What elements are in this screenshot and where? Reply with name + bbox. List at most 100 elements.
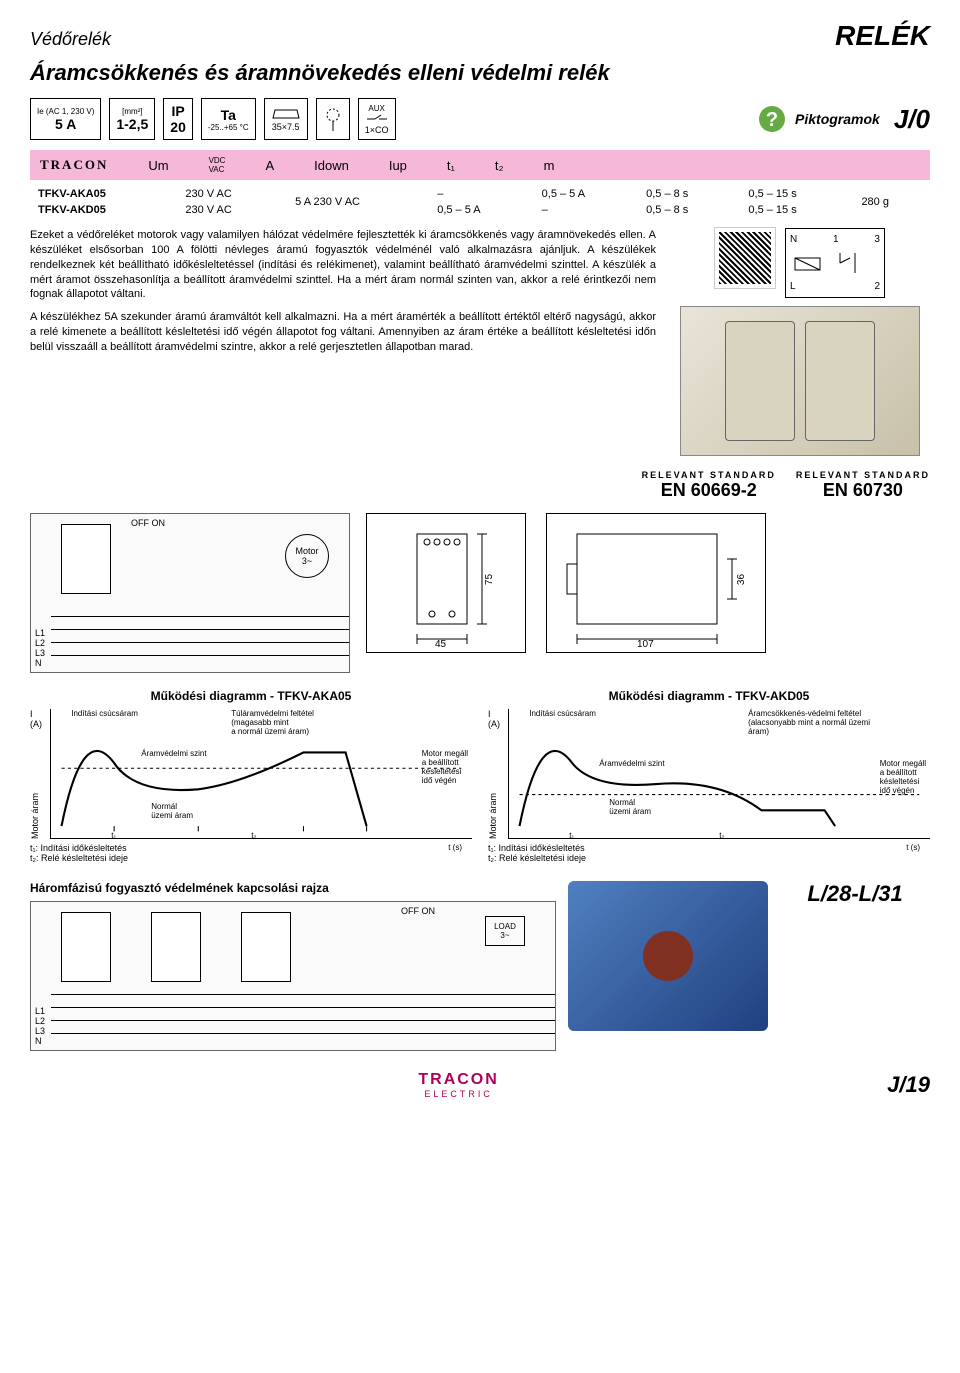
- ct-hole: [643, 931, 693, 981]
- xlabel: t (s): [448, 843, 462, 852]
- ct-photo: [568, 881, 768, 1031]
- label-peak: Indítási csúcsáram: [71, 709, 138, 718]
- pictogram-label: Piktogramok: [795, 111, 880, 127]
- line-l2: L2: [35, 638, 45, 648]
- footer-brand: TRACON: [418, 1071, 498, 1089]
- sym-t2: t₂: [495, 158, 504, 173]
- brand-logo: TRACON: [40, 157, 108, 173]
- sym-iup: Iup: [389, 158, 407, 173]
- question-icon: ?: [757, 104, 787, 134]
- schematic-n: N: [790, 234, 797, 245]
- relay-symbol-icon: [790, 248, 880, 278]
- dimension-side: 107 36: [546, 513, 766, 653]
- cell: 0,5 – 5 A: [534, 186, 638, 202]
- cell: TFKV-AKA05: [30, 186, 177, 202]
- picto-dim-val: 35×7.5: [272, 122, 300, 132]
- page-title: Áramcsökkenés és áramnövekedés elleni vé…: [30, 60, 930, 86]
- picto-mm-label: [mm²]: [122, 107, 142, 116]
- dim-drawing-side-icon: [547, 514, 767, 654]
- label-level: Áramvédelmi szint: [599, 759, 664, 768]
- picto-mm-val: 1-2,5: [116, 116, 148, 132]
- line-n: N: [35, 658, 45, 668]
- standard-1: RELEVANT STANDARD EN 60669-2: [642, 470, 776, 501]
- description-text: Ezeket a védőreléket motorok vagy valami…: [30, 228, 656, 456]
- standard-label: RELEVANT STANDARD: [796, 470, 930, 480]
- label-t1: t₁: [569, 831, 574, 840]
- para-2: A készülékhez 5A szekunder áramú áramvál…: [30, 310, 656, 355]
- note-1: t₁: Indítási időkésleltetés: [488, 843, 930, 853]
- schematic-2: 2: [874, 281, 880, 292]
- note-2: t₂: Relé késleltetési ideje: [488, 853, 930, 863]
- dim-w2: 107: [637, 639, 654, 650]
- label-t2: t₂: [719, 831, 724, 840]
- sym-um: Um: [148, 158, 168, 173]
- cell: –: [534, 202, 638, 218]
- sym-idown: Idown: [314, 158, 349, 173]
- picto-ip: IP 20: [163, 98, 193, 140]
- standard-label: RELEVANT STANDARD: [642, 470, 776, 480]
- func-title-b: Működési diagramm - TFKV-AKD05: [488, 689, 930, 703]
- dim-w1: 45: [435, 639, 446, 650]
- label-cond-b: Áramcsökkenés-védelmi feltétel (alacsony…: [748, 709, 870, 736]
- relay-icon: [61, 912, 111, 982]
- pictogram-row: Ie (AC 1, 230 V) 5 A [mm²] 1-2,5 IP 20 T…: [30, 98, 930, 140]
- qr-code: [715, 228, 775, 288]
- relay-unit-1: [725, 321, 795, 441]
- picto-aux-val: 1×CO: [365, 125, 389, 135]
- picto-aux: AUX 1×CO: [358, 98, 396, 140]
- picto-ta: Ta -25..+65 °C: [201, 98, 256, 140]
- table-row: TFKV-AKD05 230 V AC 0,5 – 5 A – 0,5 – 8 …: [30, 202, 930, 218]
- load-symbol: LOAD 3~: [485, 916, 525, 946]
- header-left: Védőrelék: [30, 29, 111, 50]
- cell: 280 g: [853, 186, 930, 218]
- dim-drawing-icon: [367, 514, 527, 654]
- switch-on: ON: [152, 518, 166, 528]
- picto-dim: 35×7.5: [264, 98, 308, 140]
- switch-on: ON: [422, 906, 436, 916]
- cell: –: [429, 186, 533, 202]
- relay-unit-2: [805, 321, 875, 441]
- picto-lamp: [316, 98, 350, 140]
- line-l1: L1: [35, 1006, 45, 1016]
- sym-t1: t₁: [447, 158, 455, 173]
- threephase-title: Háromfázisú fogyasztó védelmének kapcsol…: [30, 881, 556, 895]
- svg-text:?: ?: [766, 109, 778, 131]
- relay-icon: [151, 912, 201, 982]
- label-t2: t₂: [251, 831, 256, 840]
- jo-ref: J/0: [894, 104, 930, 135]
- crossref: L/28-L/31: [780, 881, 930, 907]
- switch-off: OFF: [131, 518, 149, 528]
- dim-h2: 36: [736, 574, 747, 585]
- cell: 0,5 – 5 A: [429, 202, 533, 218]
- ylabel2: Motor áram: [30, 793, 46, 839]
- table-row: TFKV-AKA05 230 V AC 5 A 230 V AC – 0,5 –…: [30, 186, 930, 202]
- contact-schematic: N13 L2: [785, 228, 885, 298]
- label-t1: t₁: [111, 831, 116, 840]
- line-l1: L1: [35, 628, 45, 638]
- header-right: RELÉK: [835, 20, 930, 52]
- switch-off: OFF: [401, 906, 419, 916]
- func-diagram-a: Működési diagramm - TFKV-AKA05 I (A) Mot…: [30, 689, 472, 863]
- picto-ie-val: 5 A: [55, 116, 76, 132]
- relay-icon: [241, 912, 291, 982]
- footer-sub: ELECTRIC: [418, 1089, 498, 1099]
- picto-aux-label: AUX: [368, 104, 384, 113]
- contact-icon: [365, 113, 389, 125]
- cell: 5 A 230 V AC: [287, 186, 429, 218]
- ylabel2: Motor áram: [488, 793, 504, 839]
- ylabel: I (A): [30, 709, 46, 729]
- schematic-l: L: [790, 281, 796, 292]
- label-cond-a: Túláramvédelmi feltétel (magasabb mint a…: [231, 709, 314, 736]
- note-1: t₁: Indítási időkésleltetés: [30, 843, 472, 853]
- cell: 230 V AC: [177, 186, 287, 202]
- dimension-front: 45 75: [366, 513, 526, 653]
- relay-box-icon: [61, 524, 111, 594]
- sym-vdcvac: VDC VAC: [209, 156, 226, 174]
- dim-h1: 75: [484, 574, 495, 585]
- standard-val-2: EN 60730: [796, 480, 930, 501]
- line-n: N: [35, 1036, 45, 1046]
- label-peak: Indítási csúcsáram: [529, 709, 596, 718]
- para-1: Ezeket a védőreléket motorok vagy valami…: [30, 228, 656, 302]
- label-normal: Normál üzemi áram: [151, 802, 193, 820]
- sym-a: A: [265, 158, 274, 173]
